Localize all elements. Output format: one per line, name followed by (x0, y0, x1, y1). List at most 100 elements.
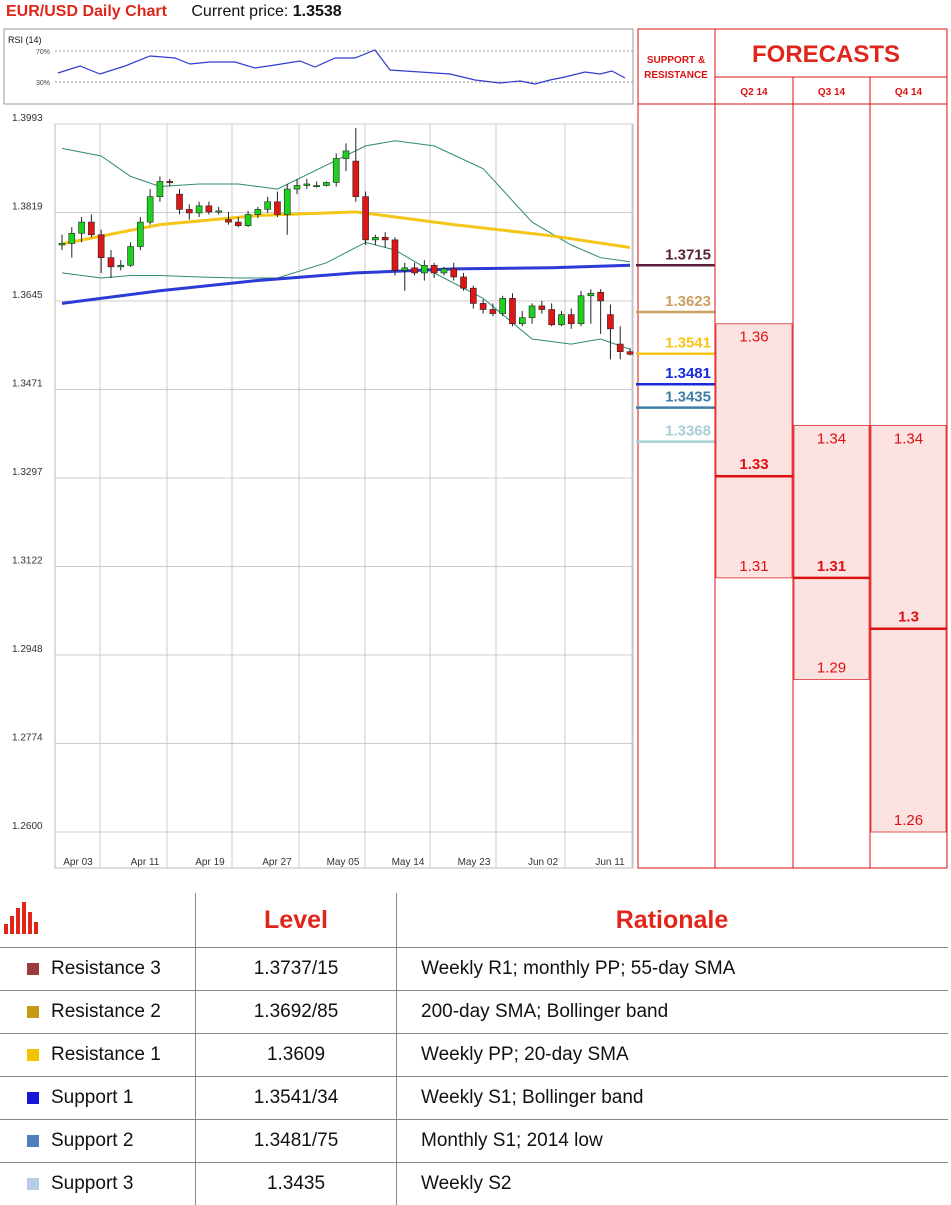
level-rationale: 200-day SMA; Bollinger band (397, 991, 949, 1034)
level-color-swatch (27, 1135, 39, 1147)
y-tick-label: 1.3471 (12, 379, 43, 390)
level-name-cell: Resistance 3 (0, 948, 196, 991)
candle-body (558, 315, 564, 325)
level-name-cell: Resistance 1 (0, 1034, 196, 1077)
candle-body (245, 214, 251, 225)
forecast-mid-label: 1.33 (739, 456, 768, 473)
forecast-mid-label: 1.31 (817, 558, 846, 575)
level-name-cell: Resistance 2 (0, 991, 196, 1034)
candle (509, 293, 515, 326)
rsi-level-label: 30% (36, 80, 50, 87)
level-value: 1.3481/75 (196, 1120, 397, 1163)
x-tick-label: Apr 03 (63, 857, 93, 868)
candle-body (137, 222, 143, 246)
candle-body (255, 209, 261, 214)
candle-body (363, 197, 369, 240)
forecast-panel: SUPPORT & RESISTANCE 1.3715 1.3623 1.3541 1.3… (636, 29, 947, 868)
y-tick-label: 1.3297 (12, 467, 43, 478)
candle (392, 237, 398, 275)
candle-body (519, 318, 525, 324)
sr-header-line2: RESISTANCE (644, 70, 708, 81)
candle-body (108, 258, 114, 267)
candle-body (470, 288, 476, 303)
level-rationale: Weekly PP; 20-day SMA (397, 1034, 949, 1077)
level-name: Support 3 (51, 1173, 133, 1194)
forecast-low-label: 1.29 (817, 660, 846, 677)
x-tick-label: Apr 19 (195, 857, 225, 868)
candle-body (294, 185, 300, 189)
candle-body (451, 269, 457, 277)
level-color-swatch (27, 1049, 39, 1061)
forecast-low-label: 1.26 (894, 812, 923, 829)
candle (363, 192, 369, 245)
x-tick-label: May 23 (458, 857, 491, 868)
y-tick-label: 1.2774 (12, 733, 43, 744)
sr-header-line1: SUPPORT & (647, 55, 705, 66)
candle-body (490, 310, 496, 314)
x-tick-label: Jun 02 (528, 857, 558, 868)
forecast-quarter-label: Q3 14 (818, 87, 846, 98)
y-tick-label: 1.3819 (12, 202, 43, 213)
candle-body (314, 185, 320, 186)
y-tick-label: 1.3645 (12, 290, 43, 301)
level-color-swatch (27, 1178, 39, 1190)
level-value: 1.3435 (196, 1163, 397, 1205)
candle (500, 296, 506, 316)
level-rationale: Weekly S1; Bollinger band (397, 1077, 949, 1120)
candle-body (196, 206, 202, 213)
x-tick-label: Apr 27 (262, 857, 292, 868)
level-name-cell: Support 2 (0, 1120, 196, 1163)
candle-body (539, 306, 545, 310)
candle-body (59, 243, 65, 245)
level-name: Resistance 1 (51, 1044, 161, 1065)
level-name: Support 2 (51, 1130, 133, 1151)
candle-body (353, 161, 359, 197)
forecast-range-box (794, 425, 869, 679)
level-color-swatch (27, 963, 39, 975)
levels-table-header: Level Rationale (0, 893, 948, 948)
candle-body (88, 222, 94, 235)
candle-body (421, 265, 427, 273)
level-name: Support 1 (51, 1087, 133, 1108)
y-tick-label: 1.3122 (12, 556, 43, 567)
candle-body (206, 206, 212, 212)
candle-body (392, 240, 398, 270)
sr-level-value: 1.3715 (665, 246, 711, 263)
candle-body (480, 303, 486, 309)
level-name-cell: Support 1 (0, 1077, 196, 1120)
candle-body (568, 315, 574, 324)
candle-body (431, 265, 437, 273)
forecast-high-label: 1.34 (894, 430, 923, 447)
candle (323, 181, 329, 186)
sr-level-value: 1.3481 (665, 365, 711, 382)
rationale-header: Rationale (397, 893, 949, 948)
candle-body (216, 211, 222, 212)
candle-body (607, 315, 613, 329)
forecast-mid-label: 1.3 (898, 609, 919, 626)
chart-canvas: RSI (14)70%30% 1.39931.38191.36451.34711… (0, 0, 951, 872)
level-name: Resistance 2 (51, 1001, 161, 1022)
table-icon-cell (0, 893, 196, 948)
forecast-low-label: 1.31 (739, 558, 768, 575)
sr-level-value: 1.3368 (665, 423, 711, 440)
sr-level-value: 1.3623 (665, 293, 711, 310)
sr-level-value: 1.3541 (665, 335, 711, 352)
candle-body (157, 181, 163, 196)
candle-body (598, 292, 604, 301)
rsi-level-label: 70% (36, 49, 50, 56)
rsi-frame (4, 29, 633, 104)
candle-body (578, 296, 584, 324)
candle-body (500, 298, 506, 313)
candle-body (265, 202, 271, 210)
candle-body (402, 268, 408, 271)
candle-body (69, 233, 75, 243)
candle-body (304, 184, 310, 186)
candle-body (617, 344, 623, 352)
x-tick-label: May 05 (327, 857, 360, 868)
candle-body (274, 202, 280, 215)
